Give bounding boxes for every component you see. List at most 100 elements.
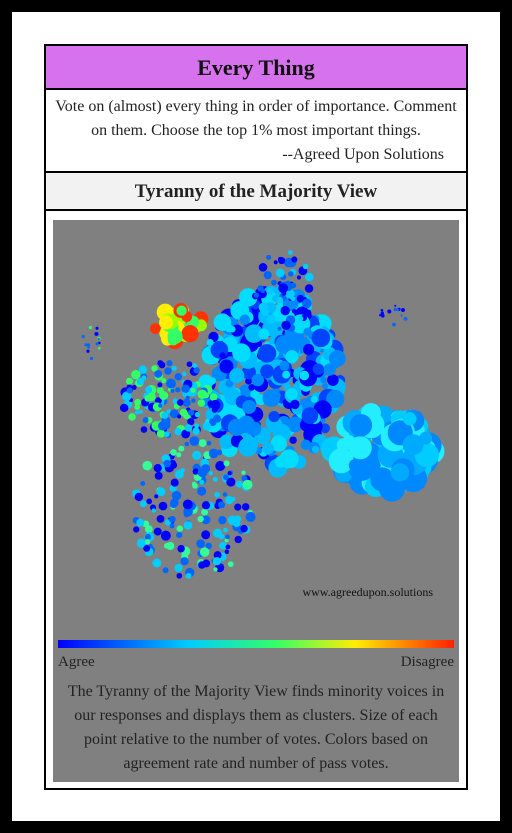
- point: [163, 542, 170, 549]
- point: [140, 481, 146, 486]
- point: [320, 376, 327, 384]
- point: [235, 480, 243, 488]
- point: [177, 414, 182, 419]
- caption: The Tyranny of the Majority View finds m…: [53, 680, 459, 776]
- point: [223, 527, 228, 533]
- point: [159, 315, 173, 330]
- point: [171, 490, 182, 501]
- point: [212, 528, 222, 538]
- point: [227, 561, 234, 568]
- point: [328, 350, 346, 367]
- point: [125, 377, 133, 385]
- point: [287, 416, 303, 433]
- point: [197, 515, 204, 523]
- point: [248, 384, 255, 391]
- point: [128, 413, 136, 421]
- point: [135, 410, 140, 415]
- point: [138, 409, 143, 414]
- point: [320, 423, 330, 434]
- point: [245, 511, 256, 522]
- point: [280, 306, 290, 316]
- point: [184, 424, 193, 432]
- point: [185, 395, 190, 400]
- point: [268, 411, 280, 423]
- point: [176, 525, 184, 532]
- point: [283, 382, 291, 391]
- point: [197, 399, 206, 407]
- point: [156, 515, 165, 523]
- point: [258, 328, 270, 340]
- point: [394, 304, 397, 307]
- point: [238, 437, 258, 457]
- point: [163, 431, 170, 438]
- point: [291, 256, 298, 263]
- point: [94, 331, 99, 336]
- point: [143, 544, 151, 552]
- point: [172, 398, 179, 405]
- point: [380, 311, 384, 315]
- point: [174, 428, 182, 436]
- point: [213, 567, 218, 572]
- point: [298, 315, 304, 322]
- point: [273, 260, 278, 265]
- point: [260, 364, 274, 379]
- point: [223, 474, 229, 481]
- point: [197, 467, 208, 478]
- point: [218, 501, 226, 509]
- point: [158, 501, 168, 511]
- point: [400, 314, 403, 317]
- point: [192, 468, 199, 475]
- point: [183, 506, 193, 517]
- point: [253, 292, 260, 298]
- point: [304, 284, 314, 293]
- point: [288, 271, 294, 277]
- scale-max-label: Disagree: [401, 654, 455, 670]
- point: [139, 500, 147, 508]
- point: [302, 298, 312, 309]
- point: [224, 549, 230, 555]
- point: [234, 503, 242, 511]
- point: [121, 391, 132, 401]
- point: [287, 250, 293, 256]
- point: [170, 478, 179, 487]
- point: [95, 326, 99, 330]
- point: [186, 361, 193, 368]
- point: [301, 407, 319, 425]
- point: [403, 316, 408, 321]
- point: [310, 395, 318, 403]
- attribution: --Agreed Upon Solutions: [282, 146, 444, 163]
- point: [144, 395, 152, 402]
- point: [179, 408, 188, 417]
- point: [142, 417, 149, 424]
- point: [201, 508, 209, 516]
- point: [213, 551, 222, 560]
- point: [170, 461, 178, 469]
- point: [261, 309, 270, 317]
- point: [174, 563, 183, 572]
- point: [241, 365, 256, 380]
- point: [162, 567, 169, 574]
- point: [208, 471, 214, 476]
- view-title: Tyranny of the Majority View: [46, 173, 466, 211]
- point: [234, 535, 242, 544]
- point: [161, 378, 167, 384]
- point: [98, 346, 101, 350]
- point: [192, 450, 202, 460]
- point: [88, 325, 93, 330]
- point: [290, 296, 296, 302]
- point: [136, 377, 145, 386]
- point: [227, 471, 232, 476]
- point: [182, 371, 187, 377]
- point: [167, 334, 179, 346]
- point: [149, 323, 161, 334]
- point: [311, 328, 331, 348]
- point: [219, 359, 234, 374]
- point: [219, 352, 226, 359]
- point: [201, 501, 211, 510]
- point: [290, 282, 297, 289]
- point: [166, 360, 173, 367]
- point: [390, 463, 410, 482]
- point: [219, 541, 227, 550]
- point: [277, 326, 282, 331]
- point: [169, 523, 175, 529]
